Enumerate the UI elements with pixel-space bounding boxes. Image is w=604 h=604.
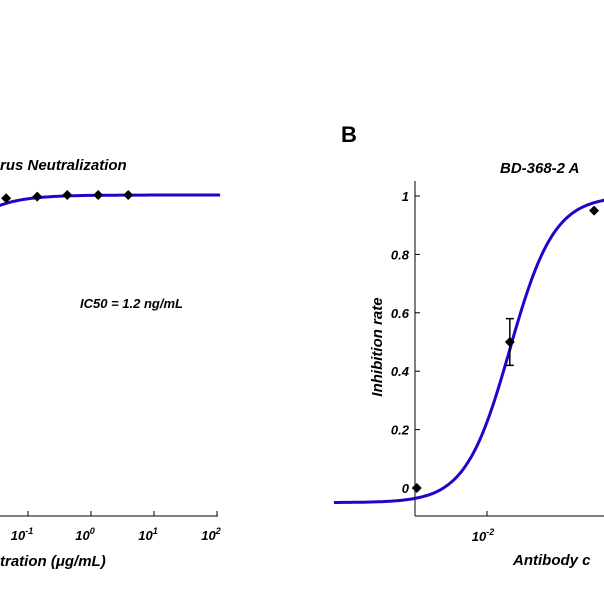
panel-b-y-tick-label: 0.6	[391, 306, 410, 321]
panel-b-y-tick-label: 0.8	[391, 247, 410, 262]
panel-b-y-ticks: 0 0.2 0.4 0.6 0.8 1	[391, 189, 420, 496]
panel-a: rus Neutralization IC50 = 1.2 ng/mL trat…	[0, 157, 221, 570]
panel-b-title: BD-368-2 A	[500, 160, 579, 177]
panel-a-x-tick-label: 101	[138, 526, 157, 543]
panel-b-y-axis-label: Inhibition rate	[369, 297, 386, 396]
panel-a-data-point	[93, 190, 104, 200]
panel-b-data-point	[504, 337, 515, 347]
panel-b-x-axis-label: Antibody c	[512, 552, 591, 569]
panel-b-y-tick-label: 0.4	[391, 364, 410, 379]
panel-a-data-point	[32, 191, 43, 202]
panel-b: B BD-368-2 A Inhibition rate Antibody c …	[333, 122, 604, 569]
panel-b-y-tick-label: 0.2	[391, 423, 410, 438]
panel-b-x-ticks: 10-2	[472, 511, 494, 544]
panel-b-x-tick-label: 10-2	[472, 527, 494, 544]
panel-b-y-tick-label: 0	[402, 481, 410, 496]
panel-a-fit-curve	[0, 193, 221, 207]
panel-a-x-tick-label: 10-1	[11, 526, 33, 543]
panel-b-y-tick-label: 1	[402, 189, 409, 204]
panel-a-data-point	[62, 190, 73, 200]
panel-a-ic50-annotation: IC50 = 1.2 ng/mL	[80, 296, 183, 311]
panel-a-x-ticks: 10-1 100 101 102	[11, 511, 221, 543]
panel-a-x-tick-label: 102	[201, 526, 220, 543]
panel-a-x-axis-label: tration (μg/mL)	[0, 553, 106, 570]
panel-a-x-tick-label: 100	[75, 526, 94, 543]
panel-a-data-points	[1, 190, 134, 204]
panel-a-data-point	[123, 190, 134, 200]
panel-b-fit-curve	[333, 198, 604, 504]
panel-b-data-point	[589, 205, 600, 216]
panel-b-data-point	[411, 483, 422, 493]
panel-b-data-points	[411, 205, 600, 493]
panel-a-title: rus Neutralization	[0, 157, 127, 174]
panel-b-label: B	[341, 122, 357, 147]
panel-a-data-point	[1, 193, 12, 204]
